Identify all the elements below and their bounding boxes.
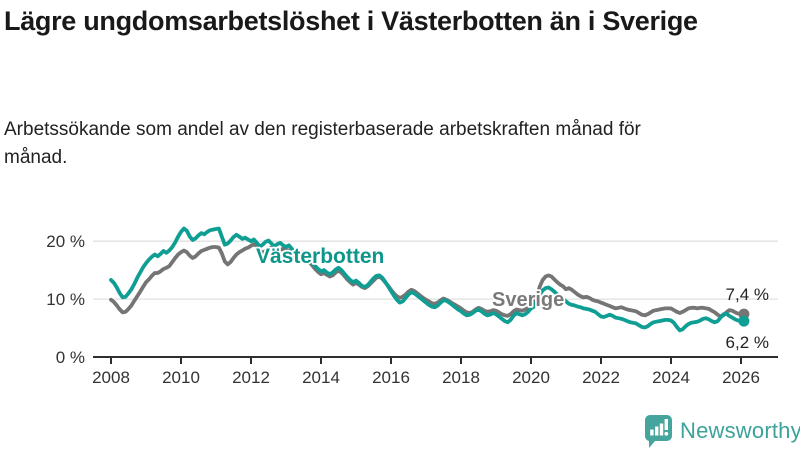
x-tick-label: 2026	[722, 368, 760, 387]
x-tick-label: 2016	[372, 368, 410, 387]
series-line-västerbotten	[109, 226, 746, 333]
page-title: Lägre ungdomsarbetslöshet i Västerbotten…	[4, 6, 698, 36]
speech-bubble-bar-chart-icon	[645, 415, 672, 448]
x-tick-label: 2022	[582, 368, 620, 387]
series-line-sverige	[109, 242, 746, 319]
series-label-västerbotten: Västerbotten	[256, 245, 384, 268]
y-tick-label: 0 %	[56, 348, 85, 367]
y-tick-label: 10 %	[46, 290, 85, 309]
brand-name: Newsworthy	[680, 418, 800, 443]
series-label-sverige: Sverige	[492, 289, 564, 311]
end-value-label-västerbotten: 6,2 %	[726, 333, 769, 352]
x-tick-label: 2020	[512, 368, 550, 387]
x-tick-label: 2010	[162, 368, 200, 387]
x-tick-label: 2018	[442, 368, 480, 387]
x-tick-label: 2014	[302, 368, 340, 387]
chart-subtitle: Arbetssökande som andel av den registerb…	[4, 119, 641, 168]
y-tick-label: 20 %	[46, 232, 85, 251]
x-tick-label: 2012	[232, 368, 270, 387]
x-tick-label: 2008	[92, 368, 130, 387]
series-end-dot-västerbotten	[738, 315, 750, 327]
newsworthy-logo[interactable]: Newsworthy	[644, 413, 800, 449]
end-value-label-sverige: 7,4 %	[726, 285, 769, 304]
x-tick-label: 2024	[652, 368, 690, 387]
